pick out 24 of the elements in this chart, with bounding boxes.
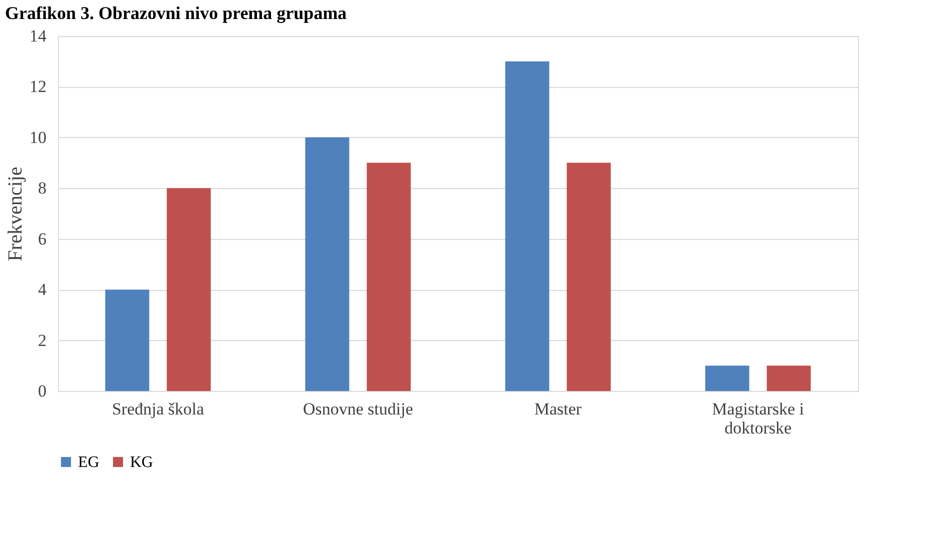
- x-tick-label: Master: [534, 400, 582, 418]
- y-tick-label: 0: [38, 382, 46, 400]
- y-tick-label: 12: [30, 77, 46, 96]
- x-tick-label: Sređnja škola: [112, 400, 204, 418]
- y-axis-title: Frekvencije: [4, 166, 26, 262]
- x-tick-label: Osnovne studije: [302, 400, 414, 418]
- bar: [366, 162, 411, 391]
- chart-title: Grafikon 3. Obrazovni nivo prema grupama: [5, 3, 347, 23]
- x-tick-label: Magistarske i doktorske: [712, 400, 804, 438]
- bar: [505, 61, 550, 391]
- y-tick-label: 8: [38, 178, 46, 198]
- y-tick-label: 2: [38, 330, 46, 350]
- y-tick-label: 4: [38, 280, 47, 300]
- bar: [305, 137, 350, 391]
- legend-label: EG: [78, 454, 100, 471]
- bar: [766, 366, 811, 391]
- bar: [566, 162, 611, 391]
- y-tick-label: 14: [30, 26, 47, 46]
- y-tick-label: 6: [38, 229, 46, 248]
- bar: [166, 188, 211, 391]
- y-tick-label: 10: [30, 128, 46, 147]
- legend-label: KG: [130, 454, 154, 471]
- bar: [705, 366, 750, 391]
- bar: [105, 290, 150, 391]
